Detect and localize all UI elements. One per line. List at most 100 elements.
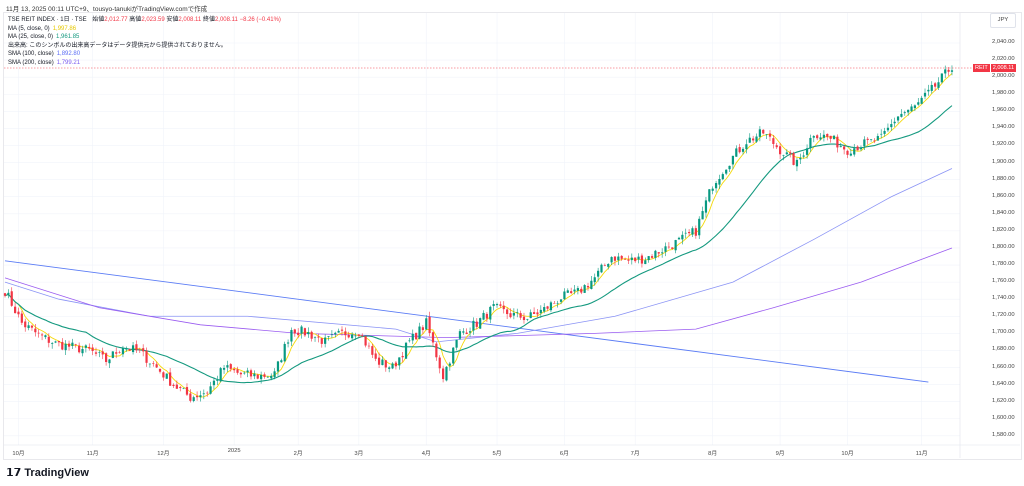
candle: [738, 147, 741, 153]
candle: [630, 257, 633, 261]
candle: [115, 352, 118, 354]
legend-volume: 出来高: このシンボルの出来高データはデータ提供元から提供されておりません。: [8, 42, 227, 49]
y-tick-label: 1,780.00: [992, 261, 1015, 268]
candle: [138, 349, 141, 351]
candle: [199, 395, 202, 398]
currency-button[interactable]: JPY: [990, 13, 1016, 28]
candle: [462, 331, 465, 333]
y-tick-label: 2,040.00: [992, 39, 1015, 45]
x-tick-label: 6月: [559, 451, 569, 457]
candle: [809, 137, 812, 149]
candle: [128, 349, 131, 351]
y-tick-label: 1,640.00: [992, 380, 1015, 387]
candle: [317, 336, 320, 338]
candle: [158, 368, 162, 372]
legend-ma25[interactable]: MA (25, close, 0) 1,961.85: [8, 33, 281, 42]
candle: [880, 133, 883, 135]
candle: [546, 306, 549, 309]
candle: [896, 116, 900, 121]
candle: [603, 265, 606, 266]
legend-sma100[interactable]: SMA (100, close) 1,892.80: [8, 50, 281, 59]
candle: [701, 211, 704, 220]
y-tick-label: 1,600.00: [992, 414, 1015, 421]
candle: [883, 130, 886, 134]
candle: [556, 302, 559, 304]
ma5-label: MA (5, close, 0): [8, 25, 50, 32]
candle: [627, 259, 630, 261]
sma100-value: 1,892.80: [56, 51, 81, 58]
change-value: −8.26 (−0.41%): [239, 17, 281, 23]
candle: [229, 364, 232, 369]
candle: [448, 363, 451, 366]
candle: [148, 363, 152, 365]
legend-ma5[interactable]: MA (5, close, 0) 1,997.86: [8, 25, 281, 34]
candle: [644, 260, 647, 265]
candle: [735, 148, 738, 157]
candle: [195, 395, 199, 398]
candle: [913, 105, 916, 109]
candle: [30, 325, 34, 328]
candle: [829, 135, 832, 139]
candle: [175, 384, 178, 389]
candle: [3, 293, 7, 296]
candle: [661, 252, 664, 254]
candle: [78, 345, 81, 353]
candle: [105, 353, 108, 362]
candle: [468, 331, 472, 333]
candle: [927, 89, 930, 92]
candle: [691, 228, 694, 235]
candle: [886, 127, 890, 131]
candle: [415, 332, 418, 340]
candle: [721, 174, 724, 180]
candle: [125, 348, 128, 350]
candle: [566, 290, 569, 293]
last-price-tag: REIT 2,008.11: [973, 64, 1017, 72]
sma200-value: 1,799.21: [56, 59, 81, 66]
candle: [226, 365, 229, 368]
candle: [310, 331, 313, 339]
candle: [519, 313, 522, 318]
candle: [802, 155, 805, 157]
tradingview-logo[interactable]: 𝟭𝟳 TradingView: [6, 466, 89, 480]
candle: [832, 135, 836, 140]
candle: [260, 374, 263, 380]
candle: [209, 386, 212, 394]
candle: [772, 138, 775, 144]
candle: [135, 344, 138, 351]
candle: [371, 346, 374, 355]
candle: [859, 147, 863, 150]
high-value: 2,023.59: [141, 17, 165, 23]
candle: [340, 329, 344, 331]
candle: [509, 313, 512, 318]
open-label: 始値: [92, 17, 105, 23]
candle: [529, 312, 532, 319]
low-label: 安値: [166, 17, 179, 23]
candle: [869, 139, 873, 140]
trendline: [4, 260, 929, 383]
candle: [779, 146, 782, 155]
y-tick-label: 1,580.00: [992, 431, 1015, 438]
candle: [586, 286, 590, 288]
x-tick-label: 2025: [227, 448, 241, 454]
x-tick-label: 11月: [915, 451, 928, 457]
x-tick-label: 7月: [630, 451, 640, 457]
open-value: 2,012.77: [104, 17, 128, 23]
candle: [334, 332, 337, 335]
symbol-name[interactable]: TSE REIT INDEX · 1日 · TSE: [8, 17, 87, 23]
x-tick-label: 10月: [12, 451, 25, 457]
candle: [111, 351, 114, 358]
legend-sma200[interactable]: SMA (200, close) 1,799.21: [8, 59, 281, 68]
candle: [131, 345, 135, 353]
candle: [819, 137, 822, 140]
candle: [347, 334, 350, 338]
candle: [455, 339, 458, 348]
legend-symbol-row: TSE REIT INDEX · 1日 · TSE 始値2,012.77 高値2…: [8, 16, 281, 25]
candle: [101, 351, 104, 355]
candle: [704, 200, 708, 213]
y-tick-label: 1,760.00: [992, 278, 1015, 285]
candle: [239, 372, 242, 375]
candle: [671, 247, 674, 249]
candle: [654, 250, 657, 258]
candle: [297, 332, 300, 336]
